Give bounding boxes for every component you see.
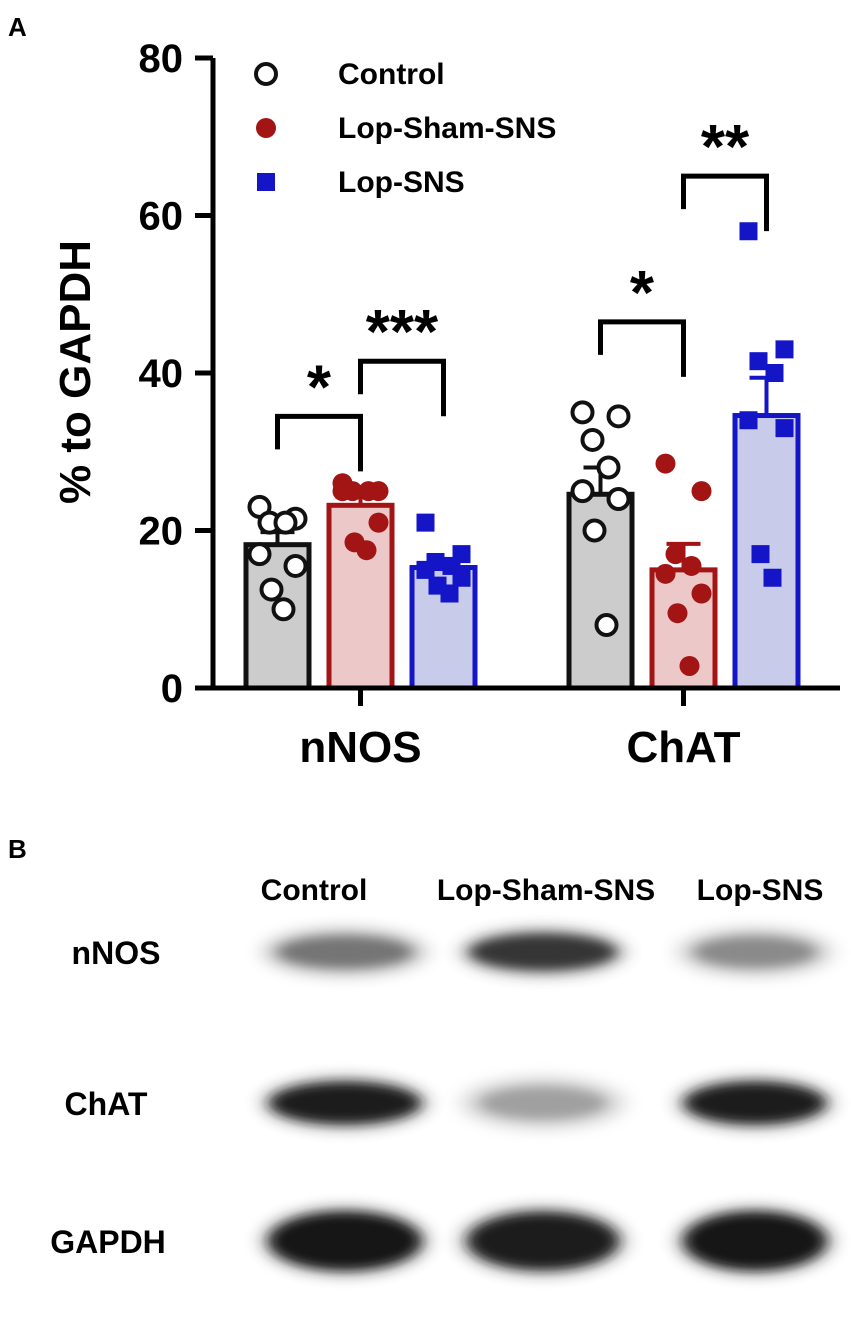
data-point bbox=[582, 518, 607, 543]
blot-column-label: Lop-Sham-SNS bbox=[437, 874, 655, 907]
data-point bbox=[606, 487, 631, 511]
data-point bbox=[691, 481, 712, 502]
western-blot: Control Lop-Sham-SNS Lop-SNS nNOS ChAT GAPDH bbox=[50, 874, 831, 1275]
significance-bracket bbox=[598, 319, 686, 377]
data-point bbox=[606, 404, 631, 429]
blot-bands bbox=[264, 928, 831, 1275]
data-point bbox=[452, 568, 471, 587]
data-point bbox=[665, 544, 686, 565]
blot-band bbox=[270, 1083, 420, 1123]
x-category-label: ChAT bbox=[626, 723, 740, 772]
data-point bbox=[739, 222, 758, 241]
blot-row-label: nNOS bbox=[72, 935, 161, 971]
blot-band bbox=[685, 1213, 825, 1269]
y-ticks: 0 20 40 60 80 bbox=[139, 37, 213, 711]
bar bbox=[326, 502, 395, 691]
data-point bbox=[751, 545, 770, 564]
significance-label: * bbox=[307, 353, 332, 422]
legend-label: Lop-SNS bbox=[338, 166, 465, 199]
y-tick-label: 60 bbox=[139, 195, 184, 239]
significance-bracket bbox=[681, 173, 769, 232]
panel-a-label: A bbox=[8, 12, 27, 42]
blot-band bbox=[278, 936, 412, 968]
data-point bbox=[655, 563, 676, 584]
y-tick-label: 0 bbox=[161, 667, 183, 711]
data-point bbox=[596, 455, 621, 480]
data-point bbox=[594, 613, 619, 637]
data-point bbox=[775, 419, 794, 438]
data-point bbox=[416, 560, 435, 579]
data-point bbox=[763, 568, 782, 587]
significance-bracket bbox=[358, 358, 446, 417]
y-tick-label: 40 bbox=[139, 352, 184, 396]
data-point bbox=[765, 364, 784, 382]
significance-label: * bbox=[630, 259, 655, 328]
blot-column-label: Control bbox=[261, 874, 368, 907]
data-point bbox=[332, 481, 353, 502]
data-points-layer bbox=[247, 222, 794, 676]
data-point bbox=[580, 427, 605, 452]
legend-label: Control bbox=[338, 58, 445, 91]
data-point bbox=[570, 479, 595, 504]
y-axis-label: % to GAPDH bbox=[51, 240, 100, 504]
data-point bbox=[440, 584, 459, 603]
panel-b-label: B bbox=[8, 834, 27, 864]
data-point bbox=[739, 411, 758, 430]
blot-column-label: Lop-SNS bbox=[697, 874, 824, 907]
y-tick-label: 20 bbox=[139, 510, 184, 554]
blot-column-labels: Control Lop-Sham-SNS Lop-SNS bbox=[261, 874, 824, 907]
data-point bbox=[271, 597, 296, 622]
x-category-labels: nNOS ChAT bbox=[299, 688, 741, 772]
data-point bbox=[283, 553, 308, 578]
x-category-label: nNOS bbox=[299, 723, 421, 772]
blot-band bbox=[694, 936, 816, 968]
significance-layer: ******* bbox=[275, 113, 769, 472]
blot-band bbox=[480, 1086, 606, 1120]
data-point bbox=[273, 510, 298, 535]
legend-label: Lop-Sham-SNS bbox=[338, 112, 556, 145]
data-point bbox=[749, 352, 768, 371]
blot-band bbox=[470, 934, 616, 970]
blot-band bbox=[468, 1213, 618, 1269]
legend-marker bbox=[257, 173, 275, 191]
bar bbox=[409, 565, 478, 691]
legend-marker bbox=[256, 118, 276, 138]
data-point bbox=[356, 540, 377, 561]
data-point bbox=[681, 555, 702, 576]
data-point bbox=[368, 512, 389, 533]
significance-label: *** bbox=[366, 298, 439, 367]
data-point bbox=[655, 453, 676, 474]
data-point bbox=[775, 340, 794, 359]
data-point bbox=[679, 655, 700, 676]
blot-row-label: GAPDH bbox=[50, 1224, 166, 1260]
data-point bbox=[416, 513, 435, 532]
data-point bbox=[247, 542, 272, 567]
bars-layer bbox=[243, 413, 801, 691]
significance-bracket bbox=[275, 413, 363, 472]
y-tick-label: 80 bbox=[139, 37, 184, 81]
blot-band bbox=[685, 1083, 825, 1123]
data-point bbox=[358, 481, 379, 502]
data-point bbox=[259, 577, 284, 602]
data-point bbox=[691, 583, 712, 604]
legend-marker bbox=[254, 62, 278, 86]
significance-label: ** bbox=[701, 113, 750, 182]
data-point bbox=[570, 400, 595, 425]
data-point bbox=[667, 603, 688, 624]
legend: Control Lop-Sham-SNS Lop-SNS bbox=[254, 58, 556, 199]
blot-row-labels: nNOS ChAT GAPDH bbox=[50, 935, 166, 1260]
blot-row-label: ChAT bbox=[65, 1086, 148, 1122]
blot-band bbox=[270, 1213, 420, 1269]
